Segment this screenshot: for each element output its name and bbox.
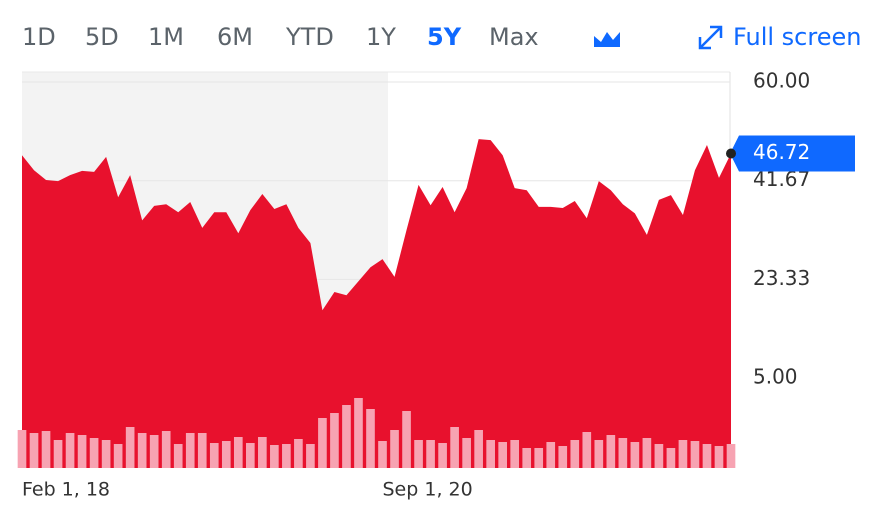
volume-bar (209, 443, 219, 468)
volume-bar (726, 444, 736, 468)
volume-bar (125, 427, 135, 468)
x-tick-label: Feb 1, 18 (22, 479, 110, 501)
volume-bar (270, 445, 279, 468)
volume-bar (666, 448, 676, 468)
range-button[interactable]: 1M (148, 23, 184, 51)
volume-bar (618, 438, 628, 468)
volume-bar (462, 438, 471, 468)
y-tick-label: 5.00 (753, 365, 798, 389)
volume-bar (402, 411, 411, 468)
volume-bar (582, 432, 592, 468)
volume-bar (594, 440, 604, 468)
volume-bar (77, 435, 87, 468)
volume-bar (185, 433, 195, 468)
area-icon (594, 32, 620, 47)
volume-bar (474, 430, 483, 468)
y-tick-label: 23.33 (753, 266, 810, 290)
volume-bar (137, 433, 147, 468)
range-button[interactable]: 1D (22, 23, 56, 51)
volume-bar (342, 405, 351, 468)
volume-bar (630, 442, 640, 468)
volume-bar (294, 439, 303, 468)
volume-bar (53, 440, 63, 468)
fullscreen-button[interactable]: Full screen (698, 23, 861, 51)
range-button[interactable]: 1Y (366, 23, 396, 51)
volume-bar (546, 442, 556, 468)
volume-bar (558, 446, 568, 468)
volume-bar (450, 427, 459, 468)
last-point (726, 148, 736, 159)
volume-bar (245, 443, 255, 468)
volume-bar (714, 446, 724, 468)
price-area (22, 139, 731, 469)
volume-bar (534, 448, 544, 468)
volume-bar (282, 444, 291, 468)
volume-bar (642, 438, 652, 468)
volume-bar (330, 413, 339, 468)
volume-bar (318, 418, 327, 468)
x-tick-label: Sep 1, 20 (383, 479, 473, 501)
range-button[interactable]: 5Y (427, 23, 462, 51)
volume-bar (17, 430, 27, 468)
volume-bar (426, 440, 435, 468)
volume-bar (161, 431, 171, 468)
volume-bar (65, 433, 75, 468)
fullscreen-label: Full screen (733, 23, 861, 51)
volume-bar (173, 444, 183, 468)
chart-type-icon[interactable] (594, 32, 620, 47)
volume-bar (510, 440, 520, 468)
volume-bar (366, 409, 375, 468)
volume-bar (606, 435, 616, 468)
volume-bar (390, 430, 399, 468)
volume-bar (522, 448, 532, 468)
volume-bar (654, 444, 664, 468)
price-badge (730, 135, 855, 172)
range-button[interactable]: YTD (285, 23, 334, 51)
last-price-label: 46.72 (753, 140, 810, 164)
volume-bar (570, 440, 580, 468)
volume-bar (197, 433, 207, 468)
y-tick-label: 60.00 (753, 69, 810, 93)
volume-bar (101, 440, 111, 468)
volume-bar (306, 444, 315, 468)
volume-bar (113, 444, 123, 468)
volume-bar (41, 431, 51, 468)
range-button[interactable]: Max (489, 23, 539, 51)
volume-bar (378, 441, 387, 468)
volume-bar (690, 441, 700, 468)
fullscreen-icon (698, 25, 723, 50)
volume-bar (498, 442, 508, 468)
volume-bar (29, 433, 39, 468)
volume-bar (258, 437, 267, 468)
volume-bar (221, 441, 231, 468)
volume-bar (414, 440, 423, 468)
volume-bar (233, 437, 243, 468)
volume-bar (702, 444, 712, 468)
volume-bar (438, 443, 447, 468)
volume-bar (678, 440, 688, 468)
volume-bar (354, 398, 363, 468)
volume-bar (486, 440, 495, 468)
range-button[interactable]: 5D (85, 23, 119, 51)
range-button[interactable]: 6M (217, 23, 253, 51)
volume-bar (89, 438, 99, 468)
volume-bar (149, 435, 159, 468)
